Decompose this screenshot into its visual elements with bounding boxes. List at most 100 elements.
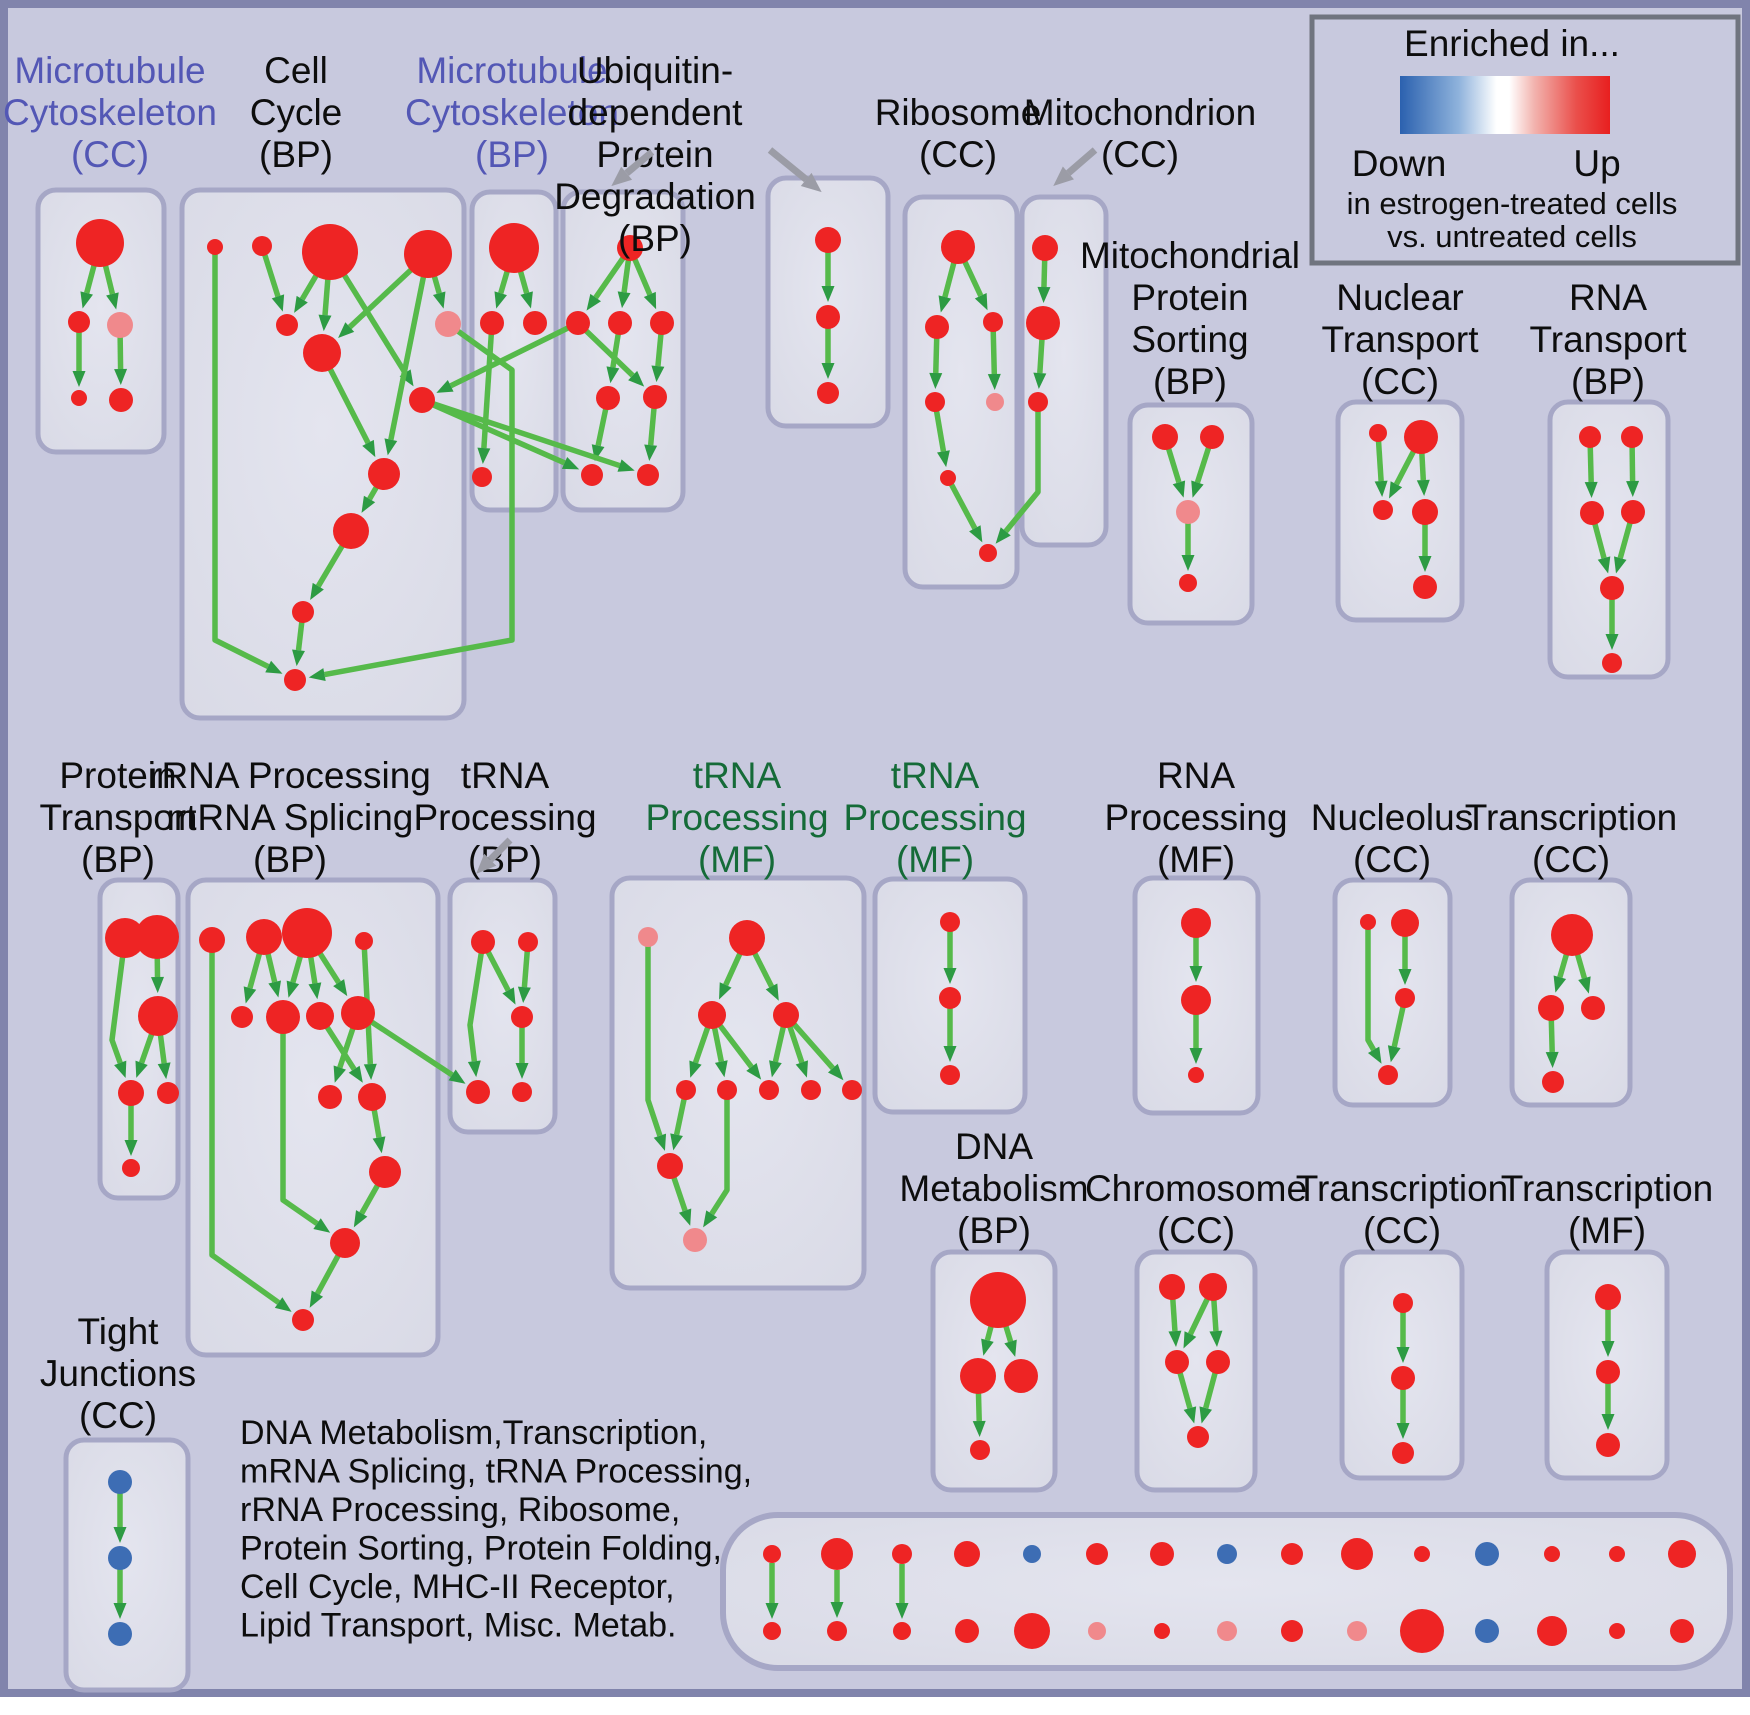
cluster-label-line: Sorting: [1131, 319, 1248, 360]
cluster-label-trna-processing-mf-2: tRNA Processing (MF): [843, 755, 1026, 880]
cluster-label-line: Nuclear: [1336, 277, 1464, 318]
cluster-label-protein-transport-bp: Protein Transport (BP): [40, 755, 198, 880]
edge-rrna-processing-mrna-splicing-bp-12-line: [280, 1017, 319, 1226]
cluster-label-line: (CC): [1101, 134, 1179, 175]
edge-protein-transport-bp-3-head: [157, 1062, 171, 1080]
cluster-label-line: Processing: [413, 797, 596, 838]
cluster-label-line: Transcription: [1501, 1168, 1713, 1209]
cluster-box-miscellaneous-terms: [720, 1512, 1733, 1671]
pointer-arrow-2-line: [1066, 147, 1098, 176]
edge-ubiquitin-dependent-protein-degradation-bp-0-head: [586, 293, 602, 311]
cluster-label-line: tRNA: [891, 755, 980, 796]
go-term-node-rrna-processing-mrna-splicing-bp-5: [266, 1000, 300, 1034]
go-term-node-ribosome-cc-3: [925, 392, 945, 412]
go-term-node-nuclear-transport-cc-4: [1413, 575, 1437, 599]
edge-dna-metabolism-bp-2-head: [972, 1420, 986, 1438]
misc-node-top-13: [1609, 1546, 1625, 1562]
go-term-node-mitochondrial-protein-sorting-bp-2: [1176, 500, 1200, 524]
go-term-node-chromosome-cc-4: [1187, 1426, 1209, 1448]
go-term-node-nuclear-transport-cc-1: [1404, 420, 1438, 454]
go-term-node-nucleolus-cc-2: [1395, 988, 1415, 1008]
edge-ubiquitin-dependent-protein-degradation-bp-1-head: [617, 291, 631, 309]
misc-node-top-8: [1281, 1543, 1303, 1565]
edge-transcription-mf-0-head: [1601, 1341, 1615, 1357]
edge-microtubule-cytoskeleton-bp-0-head: [494, 291, 507, 309]
edge-transcription-cc-row2-0-head: [1553, 975, 1567, 993]
edge-rna-transport-bp-0-head: [1584, 481, 1598, 499]
go-term-node-cell-cycle-bp-1: [252, 236, 272, 256]
cluster-box-ribosome-cc: [902, 194, 1020, 590]
go-term-node-rrna-processing-mrna-splicing-bp-6: [306, 1002, 334, 1030]
misc-node-bottom-7: [1217, 1621, 1237, 1641]
cluster-box-chromosome-cc: [1134, 1249, 1258, 1493]
go-term-node-microtubule-cytoskeleton-bp-0: [489, 223, 539, 273]
cluster-label-line: (BP): [1571, 361, 1645, 402]
go-term-node-rrna-processing-mrna-splicing-bp-0: [199, 927, 225, 953]
edge-cell-cycle-bp-6-line: [388, 253, 431, 441]
cross-edge-2-head: [617, 459, 635, 472]
go-term-node-ubiquitin-degradation-box-2-0: [815, 227, 841, 253]
edge-chromosome-cc-3-head: [1183, 1406, 1197, 1424]
go-term-node-chromosome-cc-0: [1159, 1274, 1185, 1300]
edge-transcription-mf-1-head: [1601, 1414, 1615, 1430]
cluster-label-line: (MF): [1568, 1210, 1646, 1251]
go-term-node-cell-cycle-bp-8: [368, 458, 400, 490]
misc-terms-text-line-0: DNA Metabolism,Transcription,: [240, 1414, 707, 1452]
edge-rna-transport-bp-2-head: [1597, 556, 1611, 574]
go-term-node-dna-metabolism-bp-0: [970, 1272, 1026, 1328]
cluster-label-line: (MF): [896, 839, 974, 880]
cluster-label-line: (CC): [1361, 361, 1439, 402]
go-term-node-transcription-cc-row3-0: [1393, 1293, 1413, 1313]
edge-trna-processing-mf-1-2-head: [689, 1060, 702, 1078]
go-term-node-rrna-processing-mrna-splicing-bp-10: [369, 1156, 401, 1188]
go-term-node-cell-cycle-bp-0: [207, 239, 223, 255]
misc-node-top-3: [954, 1541, 980, 1567]
go-term-node-dna-metabolism-bp-2: [1004, 1359, 1038, 1393]
go-term-node-trna-processing-bp-4: [512, 1082, 532, 1102]
edge-cell-cycle-bp-8-head: [362, 439, 376, 458]
legend: Enriched in... Down Up in estrogen-treat…: [1309, 14, 1741, 266]
edge-microtubule-cytoskeleton-cc-2-head: [72, 371, 86, 387]
go-term-node-nucleolus-cc-1: [1391, 909, 1419, 937]
edge-trna-processing-bp-2-head: [515, 1063, 529, 1079]
go-term-node-ubiquitin-degradation-box-2-1: [816, 305, 840, 329]
edge-dna-metabolism-bp-1-head: [1004, 1339, 1017, 1357]
edge-trna-processing-bp-3-line: [467, 941, 486, 1062]
misc-node-bottom-1: [827, 1621, 847, 1641]
cluster-label-line: tRNA: [693, 755, 782, 796]
go-term-node-ribosome-cc-5: [940, 470, 956, 486]
edge-microtubule-cytoskeleton-cc-0-head: [80, 291, 93, 309]
go-term-node-cell-cycle-bp-4: [276, 314, 298, 336]
go-term-node-nucleolus-cc-3: [1378, 1065, 1398, 1085]
misc-node-bottom-11: [1475, 1619, 1499, 1643]
edge-rrna-processing-mrna-splicing-bp-7-head: [348, 1065, 363, 1083]
cluster-label-line: Processing: [645, 797, 828, 838]
go-term-node-cell-cycle-bp-7: [409, 387, 435, 413]
go-term-node-rna-transport-bp-2: [1580, 501, 1604, 525]
go-term-node-trna-processing-mf-1-1: [729, 920, 765, 956]
go-term-node-cell-cycle-bp-11: [284, 669, 306, 691]
go-term-node-ribosome-cc-2: [983, 312, 1003, 332]
edge-cell-cycle-bp-12-line: [324, 321, 515, 678]
misc-node-top-10: [1414, 1546, 1430, 1562]
cluster-label-dna-metabolism-bp: DNA Metabolism (BP): [899, 1126, 1088, 1251]
cluster-label-trna-processing-mf-1: tRNA Processing (MF): [645, 755, 828, 880]
cluster-box-transcription-cc-row2: [1509, 877, 1633, 1108]
cluster-label-line: Processing: [1104, 797, 1287, 838]
misc-pair-arrow-2-head: [895, 1603, 909, 1619]
edge-mitochondrial-protein-sorting-bp-2-head: [1181, 555, 1195, 571]
pointer-arrow-3-head: [476, 853, 497, 874]
cluster-label-chromosome-cc: Chromosome (CC): [1085, 1168, 1307, 1251]
misc-node-top-5: [1086, 1543, 1108, 1565]
edge-mitochondrial-protein-sorting-bp-0-head: [1172, 480, 1186, 498]
edge-trna-processing-mf-1-11-head: [703, 1210, 718, 1228]
go-term-node-microtubule-cytoskeleton-bp-3: [472, 467, 492, 487]
edge-cell-cycle-bp-4-head: [399, 369, 414, 387]
edge-rna-transport-bp-3-head: [1613, 556, 1627, 574]
edge-rna-transport-bp-1-head: [1626, 480, 1640, 498]
cluster-label-line: (CC): [71, 134, 149, 175]
edge-trna-processing-mf-1-3-head: [714, 1060, 728, 1078]
go-term-node-mitochondrial-protein-sorting-bp-0: [1152, 424, 1178, 450]
misc-pair-arrow-1-head: [830, 1602, 844, 1618]
